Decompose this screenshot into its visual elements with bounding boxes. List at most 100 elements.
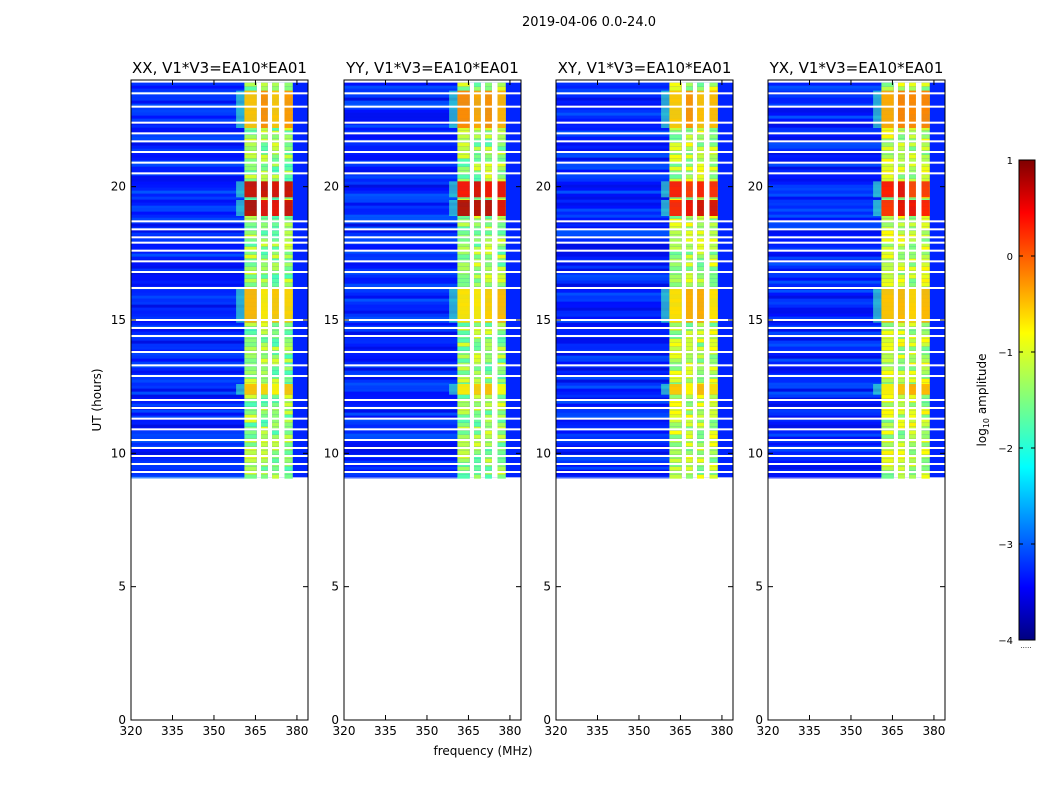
band-cell [881, 174, 894, 179]
halo [661, 181, 670, 198]
band-cell [669, 366, 682, 371]
band-cell [497, 418, 506, 423]
band-cell [284, 230, 293, 235]
band-cell [497, 266, 506, 271]
heatmap-row [131, 472, 245, 476]
band-cell [897, 262, 905, 267]
band-cell [921, 370, 930, 375]
band-cell [284, 266, 293, 271]
x-tick-label: 380 [285, 724, 308, 738]
flagged-row [344, 161, 521, 164]
heatmap-row [344, 331, 458, 335]
strong-block [685, 384, 693, 395]
band-cell [485, 262, 492, 267]
heatmap-row [768, 283, 882, 287]
band-cell [260, 246, 268, 251]
halo [661, 288, 670, 323]
heatmap-row [768, 94, 882, 98]
band-cell [272, 458, 279, 463]
band-cell [909, 162, 916, 167]
band-cell [709, 450, 718, 455]
x-tick-label: 350 [840, 724, 863, 738]
heatmap-row [556, 193, 670, 197]
strong-block [921, 181, 930, 198]
heatmap-row [131, 229, 245, 233]
band-cell [260, 418, 268, 423]
band-cell [485, 282, 492, 287]
halo [236, 200, 245, 216]
heatmap-row [131, 130, 245, 134]
flagged-row [131, 364, 308, 367]
band-cell [697, 142, 704, 147]
band-cell [669, 430, 682, 435]
flagged-row [556, 151, 733, 153]
heatmap-row [344, 274, 458, 278]
band-cell [473, 178, 481, 183]
band-cell [497, 250, 506, 255]
flagged-row [344, 241, 521, 244]
heatmap-row [768, 109, 882, 113]
band-cell [284, 474, 293, 479]
flagged-row [768, 407, 945, 409]
band-cell [284, 158, 293, 163]
heatmap-row [556, 130, 670, 134]
band-cell [685, 162, 693, 167]
band-cell [669, 158, 682, 163]
heatmap-row [344, 130, 458, 134]
heatmap-row [344, 169, 458, 173]
halo [873, 181, 882, 198]
band-cell [897, 274, 905, 279]
band-cell [709, 354, 718, 359]
band-cell [457, 474, 470, 479]
band-cell [709, 142, 718, 147]
heatmap-row [131, 169, 245, 173]
band-cell [921, 414, 930, 419]
band-cell [697, 458, 704, 463]
heatmap-row [556, 463, 670, 467]
strong-block [921, 200, 930, 216]
band-cell [697, 146, 704, 151]
heatmap-row [556, 352, 670, 356]
band-cell [669, 414, 682, 419]
band-cell [709, 254, 718, 259]
heatmap-row [768, 400, 882, 404]
band-cell [921, 250, 930, 255]
band-cell [244, 250, 257, 255]
flagged-row [344, 236, 521, 239]
heatmap-row [556, 346, 670, 350]
band-cell [485, 134, 492, 139]
band-cell [685, 414, 693, 419]
band-cell [260, 134, 268, 139]
band-cell [485, 354, 492, 359]
heatmap-row [556, 415, 670, 419]
band-cell [697, 250, 704, 255]
band-cell [260, 274, 268, 279]
band-cell [685, 146, 693, 151]
heatmap-row [556, 283, 670, 287]
strong-block [881, 181, 894, 198]
band-cell [881, 82, 894, 87]
flagged-row [556, 105, 733, 108]
band-cell [669, 82, 682, 87]
band-cell [669, 378, 682, 383]
band-cell [244, 466, 257, 471]
band-cell [897, 442, 905, 447]
band-cell [485, 402, 492, 407]
halo [661, 90, 670, 128]
band-cell [897, 366, 905, 371]
band-cell [244, 394, 257, 399]
band-cell [244, 254, 257, 259]
band-cell [697, 282, 704, 287]
flagged-row [131, 455, 308, 457]
heatmap-row [344, 178, 458, 182]
band-cell [272, 442, 279, 447]
band-cell [457, 378, 470, 383]
band-cell [497, 442, 506, 447]
band-cell [260, 322, 268, 327]
band-cell [272, 466, 279, 471]
band-cell [685, 378, 693, 383]
band-cell [697, 370, 704, 375]
flagged-row [344, 447, 521, 449]
band-cell [457, 126, 470, 131]
band-cell [881, 418, 894, 423]
